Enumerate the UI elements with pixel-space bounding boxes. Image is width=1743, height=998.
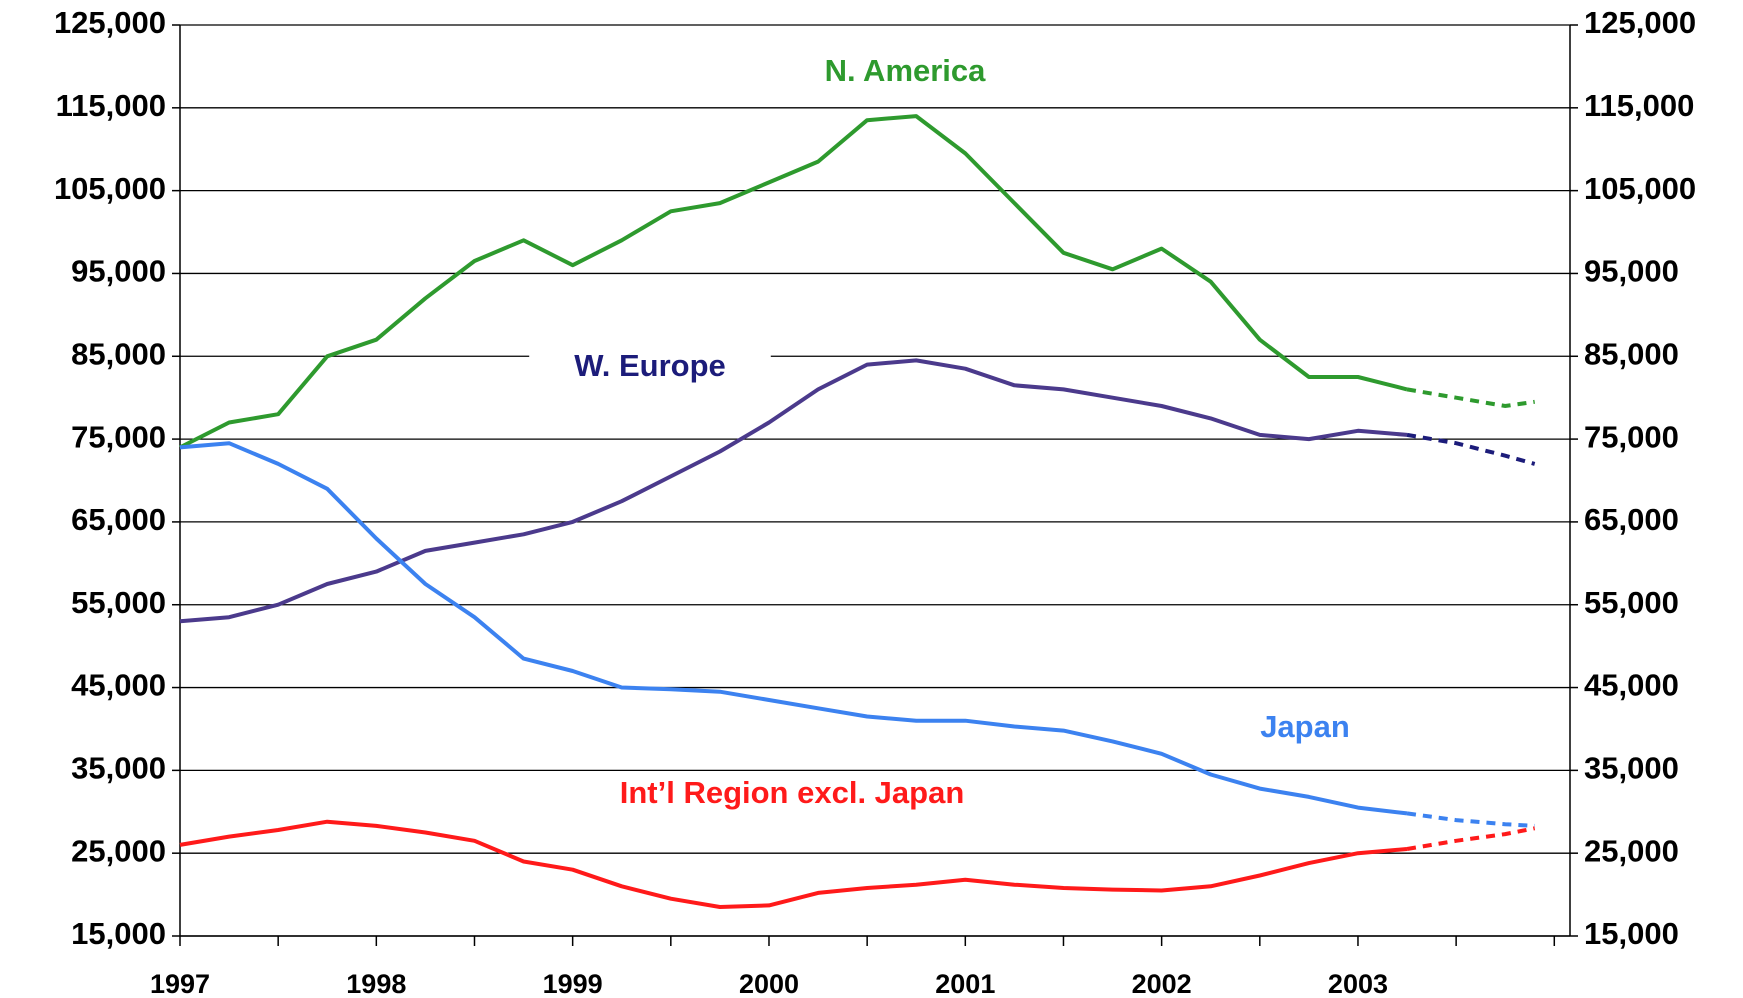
y2-tick-label: 105,000 [1584,171,1696,206]
y-tick-label: 15,000 [71,916,166,951]
y-tick-label: 95,000 [71,254,166,289]
y2-tick-label: 85,000 [1584,336,1679,371]
y-tick-label: 25,000 [71,833,166,868]
y-tick-label: 55,000 [71,585,166,620]
y2-tick-label: 35,000 [1584,751,1679,786]
y2-tick-label: 15,000 [1584,916,1679,951]
series-line [179,114,1408,450]
projection-line [1406,387,1535,409]
y-tick-label: 105,000 [54,171,166,206]
x-tick-label: 1998 [346,969,406,998]
x-tick-label: 2001 [935,969,995,998]
x-tick-label: 1997 [150,969,210,998]
y-tick-label: 45,000 [71,668,166,703]
y2-tick-label: 75,000 [1584,419,1679,454]
y-tick-label: 75,000 [71,419,166,454]
y2-tick-label: 95,000 [1584,254,1679,289]
y-tick-label: 115,000 [56,88,166,123]
series-line [179,441,1408,816]
x-tick-label: 2003 [1328,969,1388,998]
projection-line [1406,811,1535,828]
label-background [529,344,771,388]
projection-line [1406,432,1536,466]
y2-tick-label: 65,000 [1584,502,1679,537]
label-background [779,49,1032,93]
label-background [574,771,1010,815]
label-background [1215,705,1395,749]
series-label: N. America [825,53,987,88]
x-tick-label: 2002 [1132,969,1192,998]
y-tick-label: 65,000 [71,502,166,537]
x-tick-label: 1999 [543,969,603,998]
y2-tick-label: 25,000 [1584,833,1679,868]
series-line [179,819,1408,909]
y2-tick-label: 55,000 [1584,585,1679,620]
series-label: W. Europe [574,348,726,383]
series-line [179,358,1408,624]
y2-tick-label: 45,000 [1584,668,1679,703]
y-tick-label: 125,000 [54,5,166,40]
y-tick-label: 35,000 [71,751,166,786]
series-label: Japan [1260,709,1350,744]
y2-tick-label: 125,000 [1584,5,1696,40]
y2-tick-label: 115,000 [1584,88,1694,123]
x-tick-label: 2000 [739,969,799,998]
projection-line [1406,826,1536,851]
y-tick-label: 85,000 [71,336,166,371]
series-label: Int’l Region excl. Japan [620,775,965,810]
